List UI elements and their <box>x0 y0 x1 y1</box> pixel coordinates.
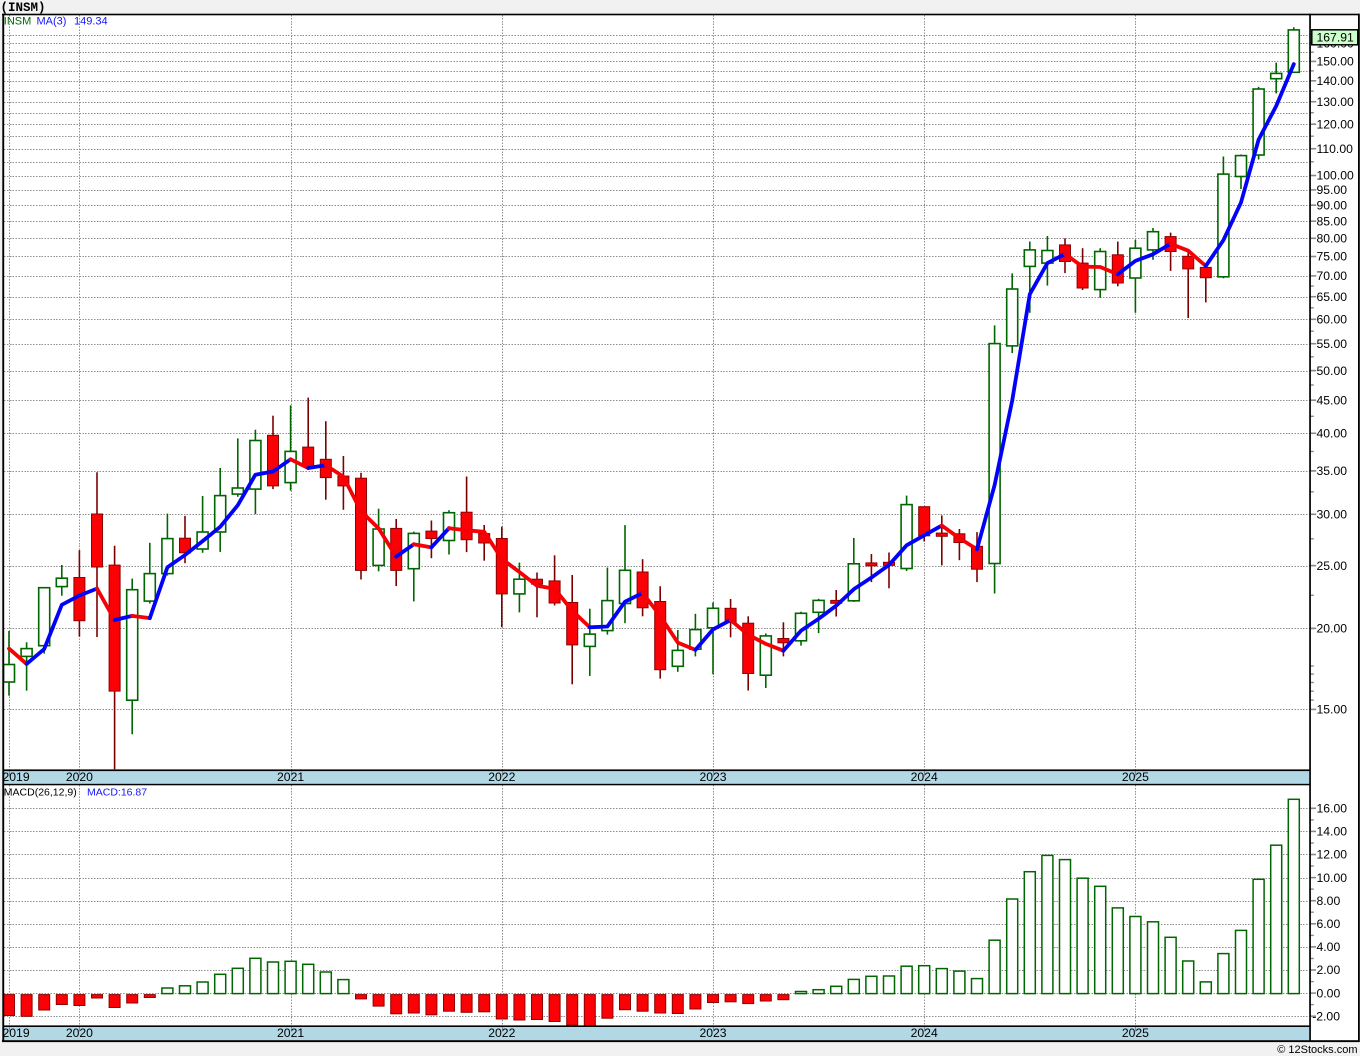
svg-text:80.00: 80.00 <box>1317 232 1348 246</box>
svg-text:167.91: 167.91 <box>1317 31 1354 45</box>
svg-text:6.00: 6.00 <box>1317 917 1341 931</box>
svg-text:15.00: 15.00 <box>1317 703 1348 717</box>
svg-text:10.00: 10.00 <box>1317 871 1348 885</box>
svg-text:25.00: 25.00 <box>1317 559 1348 573</box>
svg-text:35.00: 35.00 <box>1317 464 1348 478</box>
svg-text:© 12Stocks.com: © 12Stocks.com <box>1277 1044 1357 1056</box>
svg-text:2025: 2025 <box>1122 770 1149 784</box>
svg-text:130.00: 130.00 <box>1317 95 1354 109</box>
svg-text:2019: 2019 <box>3 770 30 784</box>
svg-text:2021: 2021 <box>277 770 304 784</box>
svg-text:30.00: 30.00 <box>1317 508 1348 522</box>
svg-text:2024: 2024 <box>911 770 938 784</box>
svg-text:100.00: 100.00 <box>1317 169 1354 183</box>
svg-text:150.00: 150.00 <box>1317 55 1354 69</box>
svg-text:2022: 2022 <box>488 770 515 784</box>
svg-text:(INSM): (INSM) <box>1 1 46 15</box>
svg-text:8.00: 8.00 <box>1317 894 1341 908</box>
svg-text:70.00: 70.00 <box>1317 269 1348 283</box>
svg-text:120.00: 120.00 <box>1317 117 1354 131</box>
svg-text:45.00: 45.00 <box>1317 393 1348 407</box>
svg-text:140.00: 140.00 <box>1317 74 1354 88</box>
svg-text:85.00: 85.00 <box>1317 214 1348 228</box>
svg-text:20.00: 20.00 <box>1317 622 1348 636</box>
svg-text:65.00: 65.00 <box>1317 290 1348 304</box>
svg-text:2023: 2023 <box>699 770 726 784</box>
svg-text:2023: 2023 <box>699 1026 726 1040</box>
svg-text:60.00: 60.00 <box>1317 313 1348 327</box>
svg-text:12.00: 12.00 <box>1317 848 1348 862</box>
svg-text:2.00: 2.00 <box>1317 963 1341 977</box>
svg-text:2020: 2020 <box>66 770 93 784</box>
svg-text:2022: 2022 <box>488 1026 515 1040</box>
svg-text:40.00: 40.00 <box>1317 427 1348 441</box>
svg-text:2020: 2020 <box>66 1026 93 1040</box>
svg-text:149.34: 149.34 <box>74 16 108 28</box>
svg-text:MACD(26,12,9): MACD(26,12,9) <box>4 787 77 799</box>
svg-text:14.00: 14.00 <box>1317 825 1348 839</box>
svg-text:2025: 2025 <box>1122 1026 1149 1040</box>
svg-text:MA(3): MA(3) <box>37 16 67 28</box>
svg-text:95.00: 95.00 <box>1317 183 1348 197</box>
svg-text:90.00: 90.00 <box>1317 198 1348 212</box>
svg-text:MACD:16.87: MACD:16.87 <box>87 787 147 799</box>
svg-text:110.00: 110.00 <box>1317 142 1354 156</box>
svg-text:2019: 2019 <box>3 1026 30 1040</box>
svg-text:50.00: 50.00 <box>1317 364 1348 378</box>
svg-text:2024: 2024 <box>911 1026 938 1040</box>
svg-text:2021: 2021 <box>277 1026 304 1040</box>
svg-text:0.00: 0.00 <box>1317 986 1341 1000</box>
svg-text:75.00: 75.00 <box>1317 250 1348 264</box>
svg-text:55.00: 55.00 <box>1317 337 1348 351</box>
svg-text:INSM: INSM <box>4 16 32 28</box>
svg-text:-2.00: -2.00 <box>1312 1009 1340 1023</box>
svg-text:4.00: 4.00 <box>1317 940 1341 954</box>
svg-text:16.00: 16.00 <box>1317 802 1348 816</box>
